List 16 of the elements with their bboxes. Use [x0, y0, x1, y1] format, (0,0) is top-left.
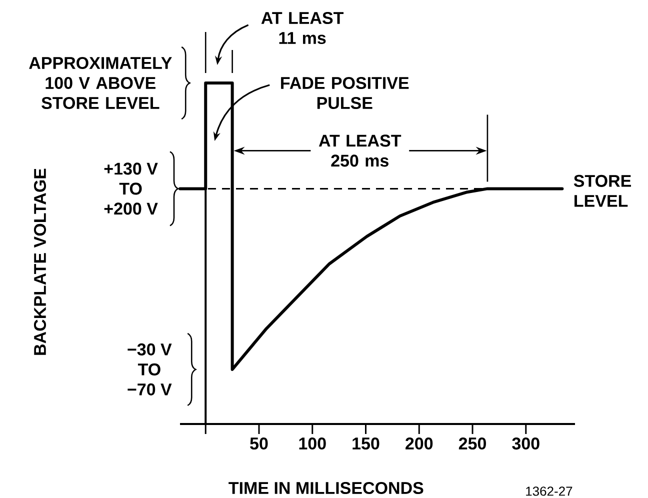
text: BACKPLATE VOLTAGE: [34, 168, 46, 355]
annotation: STORE LEVEL: [574, 174, 631, 207]
text: −30 V TO −70 V: [128, 343, 172, 396]
x-tick-label: 200: [406, 438, 433, 450]
text: 1362-27: [526, 486, 572, 496]
annotation: +130 V TO +200 V: [104, 162, 158, 215]
annotation: AT LEAST 11 ms: [261, 12, 344, 44]
annotation: FADE POSITIVE PULSE: [281, 76, 409, 110]
annotation: APPROXIMATELY 100 V ABOVE STORE LEVEL: [29, 56, 172, 110]
x-tick-label: 300: [512, 438, 540, 450]
x-tick-label: 100: [299, 438, 326, 450]
x-axis-title: TIME IN MILLISECONDS: [228, 482, 424, 494]
x-tick-label: 50: [250, 438, 268, 450]
annotation: AT LEAST 250 ms: [318, 134, 402, 167]
x-tick-label: 250: [458, 438, 486, 450]
x-tick-label: 150: [352, 438, 380, 450]
